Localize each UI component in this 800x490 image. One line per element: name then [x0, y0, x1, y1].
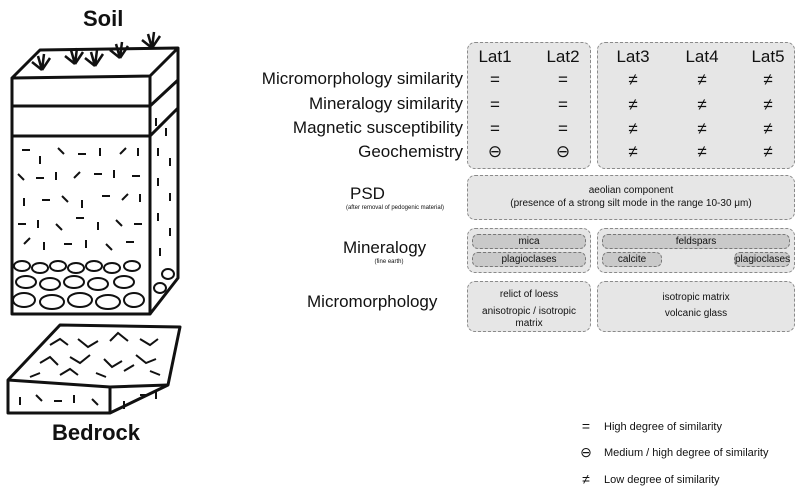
- cell-r2-lat4: ≠: [697, 119, 707, 138]
- legend-low-text: Low degree of similarity: [604, 474, 720, 486]
- psd-panel: [467, 175, 795, 220]
- column-header-lat1: Lat1: [478, 47, 512, 66]
- micromorphology-left-panel: [467, 281, 591, 332]
- cell-r1-lat1: =: [490, 95, 500, 114]
- mineralogy-label: Mineralogy: [343, 238, 427, 257]
- cell-r1-lat2: =: [558, 95, 568, 114]
- mineral-calcite: calcite: [602, 252, 662, 267]
- psd-text-aeolian: aeolian component: [588, 185, 674, 196]
- micro-relict-of-loess: relict of loess: [499, 289, 559, 300]
- column-header-lat4: Lat4: [685, 47, 719, 66]
- cell-r0-lat2: =: [558, 70, 568, 89]
- micromorphology-right-panel: [597, 281, 795, 332]
- micromorphology-label: Micromorphology: [307, 292, 438, 311]
- cell-r1-lat5: ≠: [763, 95, 773, 114]
- column-header-lat2: Lat2: [546, 47, 580, 66]
- row-label-micromorphology-similarity: Micromorphology similarity: [261, 69, 463, 88]
- cell-r3-lat5: ≠: [763, 142, 773, 161]
- cell-r2-lat3: ≠: [628, 119, 638, 138]
- psd-sublabel: (after removal of pedogenic material): [345, 205, 445, 211]
- legend-high-text: High degree of similarity: [604, 421, 722, 433]
- cell-r3-lat4: ≠: [697, 142, 707, 161]
- cell-r2-lat1: =: [490, 119, 500, 138]
- mineral-mica: mica: [472, 234, 586, 249]
- lat3-lat5-panel: [597, 42, 795, 169]
- psd-text-silt-mode: (presence of a strong silt mode in the r…: [510, 198, 752, 209]
- cell-r3-lat1: ⊖: [487, 142, 503, 161]
- micro-anisotropic-isotropic: anisotropic / isotropic: [482, 306, 576, 317]
- cell-r0-lat3: ≠: [628, 70, 638, 89]
- legend-high-symbol: =: [581, 418, 591, 434]
- column-header-lat3: Lat3: [616, 47, 650, 66]
- cell-r1-lat3: ≠: [628, 95, 638, 114]
- cell-r1-lat4: ≠: [697, 95, 707, 114]
- cell-r2-lat5: ≠: [763, 119, 773, 138]
- column-header-lat5: Lat5: [751, 47, 785, 66]
- row-label-geochemistry: Geochemistry: [358, 142, 463, 161]
- micro-isotropic-matrix: isotropic matrix: [662, 292, 730, 303]
- mineral-plagioclases-left: plagioclases: [472, 252, 586, 267]
- bedrock-illustration: [6, 323, 182, 415]
- cell-r3-lat3: ≠: [628, 142, 638, 161]
- legend-medium-symbol: ⊖: [580, 444, 592, 460]
- mineral-plagioclases-right: plagioclases: [734, 252, 791, 267]
- cell-r0-lat4: ≠: [697, 70, 707, 89]
- soil-profile-illustration: [10, 31, 180, 316]
- micro-volcanic-glass: volcanic glass: [664, 308, 728, 319]
- cell-r0-lat5: ≠: [763, 70, 773, 89]
- cell-r2-lat2: =: [558, 119, 568, 138]
- row-label-mineralogy-similarity: Mineralogy similarity: [309, 94, 463, 113]
- psd-label: PSD: [350, 184, 385, 203]
- micro-matrix: matrix: [515, 318, 543, 329]
- bedrock-title: Bedrock: [52, 420, 141, 445]
- cell-r3-lat2: ⊖: [555, 142, 571, 161]
- legend-low-symbol: ≠: [582, 471, 590, 487]
- lat1-lat2-panel: [467, 42, 591, 169]
- soil-title: Soil: [83, 6, 124, 31]
- mineralogy-sublabel: (fine earth): [374, 259, 404, 265]
- cell-r0-lat1: =: [490, 70, 500, 89]
- mineral-feldspars: feldspars: [602, 234, 790, 249]
- row-label-magnetic-susceptibility: Magnetic susceptibility: [292, 118, 463, 137]
- legend-medium-text: Medium / high degree of similarity: [604, 447, 769, 459]
